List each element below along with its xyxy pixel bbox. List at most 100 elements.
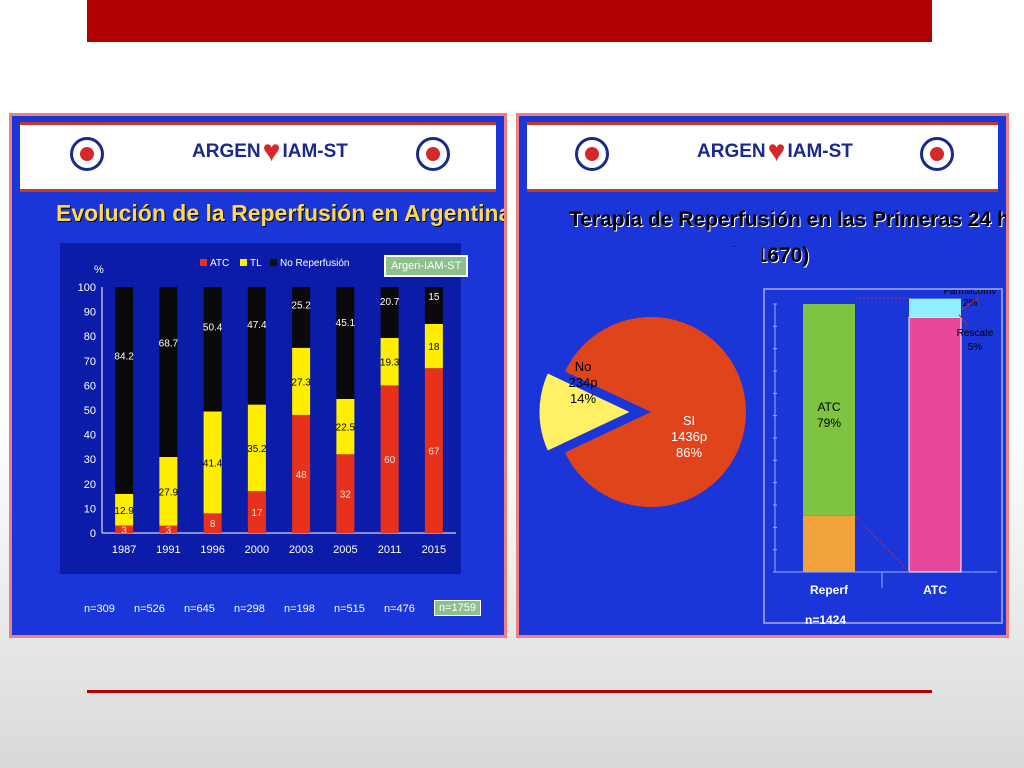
bar-data-label: 20.7 — [380, 297, 400, 308]
x-tick-label: 2015 — [422, 544, 446, 556]
stack-label-atc: ATC — [817, 400, 840, 414]
stack-segment — [803, 304, 855, 516]
y-tick-label: 100 — [78, 282, 96, 294]
brand-right-text: IAM-ST — [282, 141, 348, 162]
bar-data-label: 3 — [166, 525, 172, 536]
y-tick-label: 80 — [84, 331, 96, 343]
bar-segment — [247, 287, 266, 405]
bar-data-label: 8 — [210, 519, 216, 530]
bar-data-label: 47.4 — [247, 320, 267, 331]
y-tick-label: 50 — [84, 405, 96, 417]
legend-swatch — [200, 259, 207, 266]
brand-logo: ARGEN♥ IAM-ST — [697, 137, 853, 167]
bar-data-label: 27.9 — [159, 487, 179, 498]
bar-data-label: 84.2 — [114, 351, 134, 362]
sample-size-label: n=515 — [334, 603, 365, 615]
bar-segment — [336, 454, 355, 533]
bar-segment — [115, 287, 134, 494]
bar-segment — [424, 323, 443, 369]
bar-data-label: 48 — [296, 470, 308, 481]
slide-header: ARGEN♥ IAM-ST — [20, 122, 496, 192]
y-tick-label: 0 — [90, 528, 96, 540]
society-logo-icon — [70, 137, 104, 171]
brand-right-text: IAM-ST — [787, 141, 853, 162]
legend-swatch — [270, 259, 277, 266]
pie-label-si: SI — [683, 413, 695, 428]
bar-segment — [424, 287, 443, 324]
stack-segment — [803, 515, 855, 572]
bar-data-label: 32 — [340, 490, 352, 501]
society-logo-icon — [575, 137, 609, 171]
x-tick-label: 1996 — [200, 544, 224, 556]
y-tick-label: 70 — [84, 356, 96, 368]
bar-segment — [159, 287, 178, 457]
x-tick-label: 2000 — [245, 544, 269, 556]
bar-segment — [203, 513, 222, 533]
bar-data-label: 19.3 — [380, 358, 400, 369]
bar-chart-svg: % 0 10 20 30 40 50 60 70 80 90 100 ATC TL No Reperfusi… — [78, 258, 456, 556]
heart-icon: ♥ — [262, 135, 281, 168]
bar-data-label: 68.7 — [159, 338, 179, 349]
bar-data-label: 41.4 — [203, 458, 223, 469]
stack-percent-atc: 79% — [817, 416, 841, 430]
right-slide-title: Terapia de Reperfusión en las Primeras 2… — [569, 208, 1009, 231]
y-tick-label: 10 — [84, 503, 96, 515]
x-tick-label: 2011 — [378, 544, 402, 556]
brand-logo: ARGEN♥ IAM-ST — [192, 137, 348, 167]
stack-segment — [909, 304, 961, 318]
bar-data-label: 50.4 — [203, 323, 223, 334]
sample-size-label: n=309 — [84, 603, 115, 615]
annotation-rescate-percent: 5% — [968, 342, 983, 353]
y-tick-label: 30 — [84, 454, 96, 466]
sample-size-label: n=198 — [284, 603, 315, 615]
legend-swatch — [240, 259, 247, 266]
x-tick-label: 1991 — [156, 544, 180, 556]
left-slide-panel: ARGEN♥ IAM-ST Evolución de la Reperfusión… — [9, 113, 507, 638]
bottom-divider — [87, 690, 932, 693]
sample-size-label: n=476 — [384, 603, 415, 615]
reperfusion-bar-chart: % 0 10 20 30 40 50 60 70 80 90 100 ATC TL No Reperfusi… — [60, 243, 461, 574]
bar-data-label: 3 — [121, 525, 127, 536]
legend-label: No Reperfusión — [280, 258, 349, 269]
bar-data-label: 22.5 — [336, 423, 356, 434]
connector-dashed-line — [854, 515, 910, 573]
pie-slice-si — [565, 317, 746, 507]
argen-iam-st-badge: Argen-IAM-ST — [384, 255, 469, 277]
bar-data-label: 45.1 — [336, 318, 356, 329]
y-tick-label: 40 — [84, 430, 96, 442]
stack-sample-size: n=1424 — [805, 613, 847, 627]
y-tick-label: 60 — [84, 380, 96, 392]
bar-data-label: 35.2 — [247, 444, 267, 455]
pie-slice-no — [537, 369, 637, 455]
x-tick-label: 1987 — [112, 544, 136, 556]
bar-data-label: 18 — [428, 342, 440, 353]
bar-data-label: 67 — [428, 447, 440, 458]
pie-count-no: 234p — [569, 375, 598, 390]
x-tick-label: 2005 — [333, 544, 357, 556]
annotation-leader-line — [958, 314, 968, 326]
bar-segment — [159, 456, 178, 526]
top-banner-bar — [87, 0, 932, 42]
brand-left-text: ARGEN — [192, 141, 261, 162]
bar-segment — [247, 404, 266, 492]
bar-segment — [247, 491, 266, 533]
bar-data-label: 12.9 — [114, 506, 134, 517]
y-tick-label: 20 — [84, 479, 96, 491]
bar-segment — [115, 493, 134, 526]
legend-label: TL — [250, 258, 262, 269]
legend-label: ATC — [210, 258, 229, 269]
federation-logo-icon — [920, 137, 954, 171]
slide-header: ARGEN♥ IAM-ST — [527, 122, 998, 192]
stack-x-label: ATC — [923, 583, 947, 597]
bar-data-label: 27.3 — [291, 377, 311, 388]
bar-segment — [292, 287, 311, 348]
federation-logo-icon — [416, 137, 450, 171]
heart-icon: ♥ — [767, 135, 786, 168]
annotation-leader-line — [960, 297, 980, 311]
stack-segment — [909, 298, 961, 304]
bar-segment — [292, 347, 311, 415]
bar-data-label: 25.2 — [291, 300, 311, 311]
bar-data-label: 60 — [384, 455, 396, 466]
